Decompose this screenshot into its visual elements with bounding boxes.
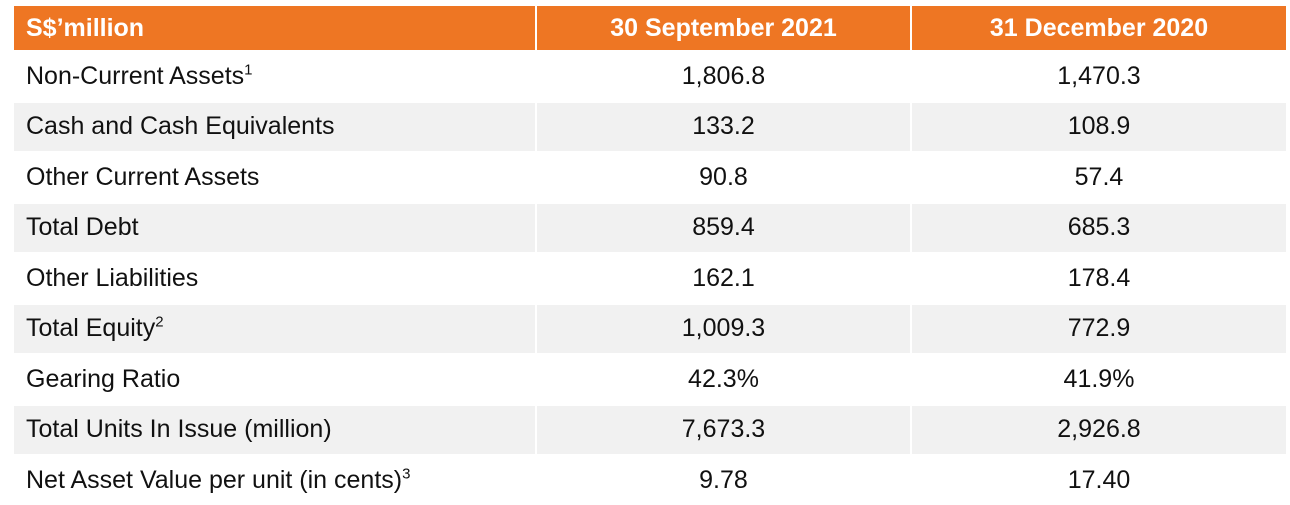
footnote-marker: 3 [402, 465, 411, 483]
row-value: 7,673.3 [535, 403, 912, 455]
row-value: 178.4 [910, 252, 1286, 304]
row-value: 1,806.8 [535, 50, 912, 102]
row-value: 42.3% [535, 353, 912, 405]
row-value: 108.9 [910, 100, 1286, 152]
row-label: Other Current Assets [14, 151, 537, 203]
row-value: 1,009.3 [535, 302, 912, 354]
row-value: 133.2 [535, 100, 912, 152]
header-period-2: 31 December 2020 [910, 6, 1286, 51]
row-label: Other Liabilities [14, 252, 537, 304]
table-row: Net Asset Value per unit (in cents)3 9.7… [14, 454, 1286, 505]
row-label: Non-Current Assets1 [14, 50, 537, 102]
row-label: Cash and Cash Equivalents [14, 100, 537, 152]
table-row: Total Equity2 1,009.3 772.9 [14, 302, 1286, 354]
table-header-row: S$’million 30 September 2021 31 December… [14, 6, 1286, 51]
row-value: 685.3 [910, 201, 1286, 253]
row-label: Total Debt [14, 201, 537, 253]
row-value: 9.78 [535, 454, 912, 505]
footnote-marker: 1 [244, 61, 253, 79]
row-value: 1,470.3 [910, 50, 1286, 102]
header-period-1: 30 September 2021 [535, 6, 912, 51]
row-value: 772.9 [910, 302, 1286, 354]
footnote-marker: 2 [155, 313, 164, 331]
table-row: Total Units In Issue (million) 7,673.3 2… [14, 403, 1286, 455]
balance-sheet-table: S$’million 30 September 2021 31 December… [14, 6, 1286, 505]
table-row: Other Current Assets 90.8 57.4 [14, 151, 1286, 203]
row-value: 57.4 [910, 151, 1286, 203]
row-value: 2,926.8 [910, 403, 1286, 455]
row-label: Total Equity2 [14, 302, 537, 354]
header-units: S$’million [14, 6, 537, 51]
table-row: Non-Current Assets1 1,806.8 1,470.3 [14, 50, 1286, 102]
row-label: Net Asset Value per unit (in cents)3 [14, 454, 537, 505]
row-value: 859.4 [535, 201, 912, 253]
row-value: 41.9% [910, 353, 1286, 405]
row-value: 17.40 [910, 454, 1286, 505]
table-row: Total Debt 859.4 685.3 [14, 201, 1286, 253]
table-row: Other Liabilities 162.1 178.4 [14, 252, 1286, 304]
table-row: Cash and Cash Equivalents 133.2 108.9 [14, 100, 1286, 152]
table-row: Gearing Ratio 42.3% 41.9% [14, 353, 1286, 405]
row-value: 90.8 [535, 151, 912, 203]
row-label: Gearing Ratio [14, 353, 537, 405]
row-value: 162.1 [535, 252, 912, 304]
balance-sheet-table-container: S$’million 30 September 2021 31 December… [14, 6, 1286, 505]
row-label: Total Units In Issue (million) [14, 403, 537, 455]
